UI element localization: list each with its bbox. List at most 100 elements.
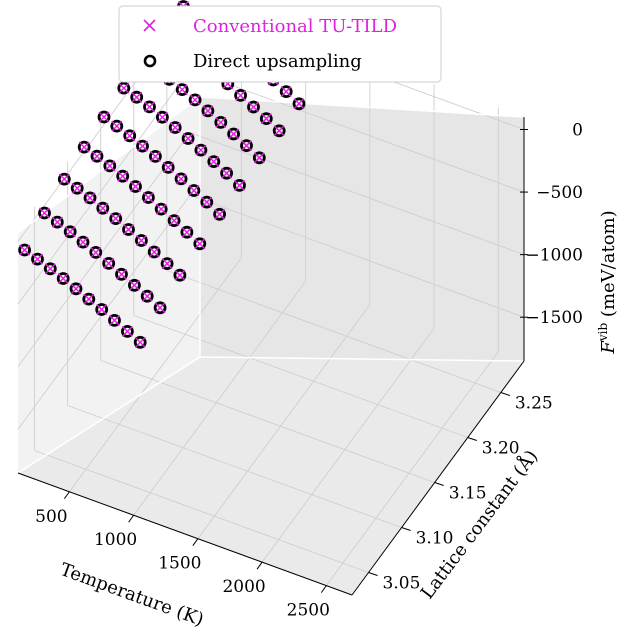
point-direct-upsampling — [136, 139, 149, 153]
point-tutild — [169, 122, 181, 134]
point-tutild — [161, 258, 173, 270]
point-tutild — [149, 150, 161, 162]
point-tutild — [104, 160, 116, 172]
point-tutild — [121, 325, 133, 337]
point-tutild — [233, 179, 245, 191]
point-tutild — [96, 303, 108, 315]
point-direct-upsampling — [193, 237, 207, 251]
point-direct-upsampling — [174, 172, 188, 186]
point-direct-upsampling — [161, 160, 175, 174]
point-direct-upsampling — [56, 272, 70, 285]
point-direct-upsampling — [220, 166, 234, 180]
point-tutild — [111, 120, 123, 132]
point-direct-upsampling — [110, 119, 124, 133]
point-tutild — [156, 111, 168, 123]
point-direct-upsampling — [90, 149, 104, 163]
point-tutild — [31, 253, 43, 265]
point-tutild — [116, 268, 128, 280]
x-tick-mark — [192, 538, 199, 546]
point-tutild — [240, 140, 252, 152]
legend-marker-x — [143, 19, 156, 32]
point-direct-upsampling — [141, 191, 155, 204]
point-direct-upsampling — [109, 212, 123, 226]
point-tutild — [57, 273, 69, 284]
point-tutild — [71, 182, 83, 194]
x-tick-mark — [320, 585, 327, 593]
pane-back — [200, 97, 524, 361]
grid-x-floor — [133, 280, 306, 516]
point-direct-upsampling — [247, 100, 260, 114]
z-axis-label-main: F — [598, 340, 619, 355]
point-direct-upsampling — [127, 278, 141, 292]
point-direct-upsampling — [181, 132, 195, 145]
point-direct-upsampling — [43, 262, 57, 276]
point-direct-upsampling — [83, 191, 97, 205]
point-direct-upsampling — [50, 215, 64, 229]
point-tutild — [70, 283, 82, 295]
pane-floor — [18, 357, 524, 595]
point-tutild — [117, 170, 129, 182]
point-tutild — [235, 89, 247, 101]
point-direct-upsampling — [213, 207, 227, 221]
point-tutild — [168, 215, 180, 227]
grid-y-floor — [100, 360, 435, 483]
point-tutild — [78, 141, 90, 153]
point-direct-upsampling — [69, 282, 83, 296]
point-direct-upsampling — [153, 301, 167, 315]
point-direct-upsampling — [70, 181, 84, 195]
point-direct-upsampling — [63, 225, 77, 239]
point-tutild — [128, 279, 140, 291]
z-tick-label: −500 — [536, 183, 583, 203]
point-tutild — [154, 302, 166, 314]
point-direct-upsampling — [117, 81, 131, 95]
point-direct-upsampling — [175, 83, 189, 96]
point-direct-upsampling — [130, 90, 144, 104]
point-tutild — [214, 208, 226, 220]
point-direct-upsampling — [133, 335, 147, 349]
point-direct-upsampling — [272, 124, 286, 138]
y-tick-label: 3.15 — [449, 484, 487, 504]
z-tick-label: −1000 — [525, 246, 583, 266]
grid-z-back — [189, 194, 525, 318]
point-direct-upsampling — [201, 104, 215, 118]
point-tutild — [38, 207, 50, 219]
point-direct-upsampling — [233, 178, 246, 192]
point-tutild — [189, 94, 201, 106]
z-axis-label-sup: vib — [596, 323, 610, 343]
legend: Conventional TU-TILD Direct upsampling — [118, 5, 442, 83]
point-direct-upsampling — [148, 149, 162, 163]
point-direct-upsampling — [214, 116, 228, 129]
point-tutild — [131, 91, 143, 103]
grid-y-floor — [67, 405, 402, 528]
point-tutild — [58, 173, 70, 185]
z-tick-label: −1500 — [525, 308, 583, 328]
point-direct-upsampling — [103, 159, 117, 173]
point-direct-upsampling — [168, 121, 182, 134]
point-direct-upsampling — [76, 235, 90, 249]
grid-y-floor — [133, 315, 468, 438]
point-tutild — [260, 113, 272, 125]
point-direct-upsampling — [18, 243, 32, 257]
point-tutild — [142, 192, 154, 203]
y-tick-label: 3.10 — [416, 529, 454, 549]
point-tutild — [247, 101, 259, 113]
point-tutild — [201, 196, 213, 208]
grid-x-floor — [69, 257, 242, 493]
point-tutild — [44, 263, 56, 275]
point-tutild — [273, 125, 285, 137]
point-direct-upsampling — [77, 140, 91, 154]
point-direct-upsampling — [38, 206, 51, 220]
point-direct-upsampling — [173, 268, 187, 282]
point-direct-upsampling — [143, 100, 156, 114]
point-tutild — [182, 132, 194, 144]
y-tick-label: 3.25 — [515, 394, 553, 414]
point-direct-upsampling — [134, 234, 148, 247]
point-direct-upsampling — [194, 143, 208, 157]
point-tutild — [134, 336, 146, 348]
x-tick-label: 1000 — [94, 530, 137, 550]
point-tutild — [118, 82, 130, 94]
point-tutild — [208, 156, 220, 168]
point-direct-upsampling — [252, 151, 266, 165]
point-tutild — [155, 203, 167, 215]
point-direct-upsampling — [259, 112, 273, 125]
